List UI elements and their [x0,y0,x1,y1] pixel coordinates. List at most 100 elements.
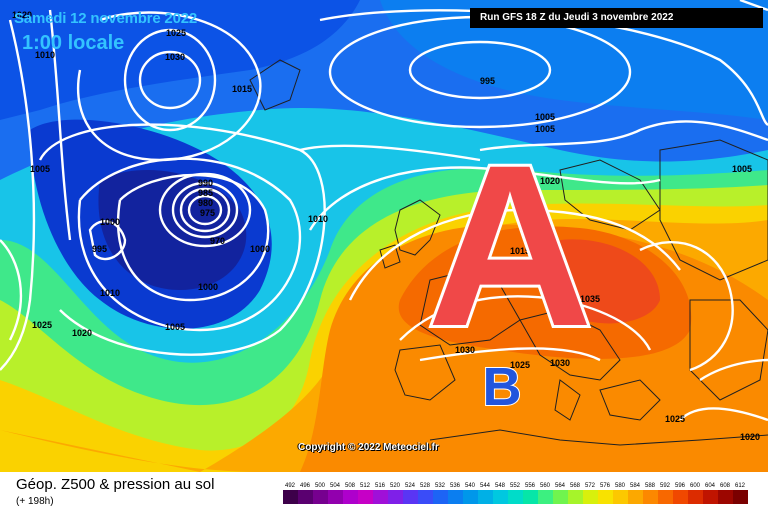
scale-label: 560 [540,483,551,489]
scale-swatch [358,490,373,504]
scale-swatch [703,490,718,504]
scale-swatch [298,490,313,504]
isobar-label: 1030 [455,345,475,355]
scale-swatch [283,490,298,504]
scale-label: 592 [660,483,671,489]
scale-label: 500 [315,483,326,489]
scale-swatch [628,490,643,504]
scale-label: 532 [435,483,446,489]
isobar-label: 1025 [665,414,685,424]
scale-swatch [553,490,568,504]
isobar-label: 995 [480,76,495,86]
isobar-label: 1000 [198,282,218,292]
isobar-label: 1020 [72,328,92,338]
scale-label: 572 [585,483,596,489]
scale-label: 556 [525,483,536,489]
scale-label: 504 [330,483,341,489]
scale-label: 604 [705,483,716,489]
isobar-label: 975 [200,208,215,218]
isobar-label: 985 [198,188,213,198]
scale-label: 584 [630,483,641,489]
scale-swatch [733,490,748,504]
isobar-label: 1010 [35,50,55,60]
scale-label: 496 [300,483,311,489]
isobar-label: 1005 [535,124,555,134]
scale-swatch [418,490,433,504]
scale-label: 588 [645,483,656,489]
isobar-label: 1005 [30,164,50,174]
run-info: Run GFS 18 Z du Jeudi 3 novembre 2022 [470,8,763,28]
scale-swatch [313,490,328,504]
weather-map: 1020 1025 1030 1010 1015 995 1005 1005 1… [0,0,768,472]
isobar-label: 1000 [100,217,120,227]
isobar-label: 1005 [165,322,185,332]
forecast-range: (+ 198h) [16,496,54,507]
scale-swatch [373,490,388,504]
scale-label: 540 [465,483,476,489]
scale-label: 544 [480,483,491,489]
scale-swatch [613,490,628,504]
scale-label: 524 [405,483,416,489]
scale-swatch [583,490,598,504]
scale-label: 512 [360,483,371,489]
isobar-label: 1030 [165,52,185,62]
isobar-label: 1010 [308,214,328,224]
isobar-label: 1000 [250,244,270,254]
isobar-label: 990 [198,178,213,188]
scale-swatch [403,490,418,504]
scale-swatch [673,490,688,504]
isobar-label: 1020 [740,432,760,442]
isobar-label: 1020 [12,10,32,20]
isobar-label: 1005 [535,112,555,122]
isobar-label: 1025 [32,320,52,330]
scale-swatch [538,490,553,504]
isobar-label: 970 [210,236,225,246]
scale-label: 548 [495,483,506,489]
scale-label: 608 [720,483,731,489]
scale-swatch [343,490,358,504]
isobar-label: 995 [92,244,107,254]
scale-swatch [643,490,658,504]
scale-swatch [388,490,403,504]
color-scale: 492 496 500 504 508 512 516 520 524 528 532 536 540 5… [283,483,748,504]
scale-swatch [523,490,538,504]
isobar-label: 1010 [100,288,120,298]
scale-label: 552 [510,483,521,489]
scale-swatch [493,490,508,504]
scale-swatch [328,490,343,504]
high-pressure-marker: A [427,117,593,374]
isobar-label: 1020 [540,176,560,186]
map-title: Géop. Z500 & pression au sol [16,476,215,493]
scale-swatch [478,490,493,504]
isobar-label: 1030 [550,358,570,368]
scale-label: 568 [570,483,581,489]
scale-swatch [508,490,523,504]
low-pressure-marker: B [483,357,522,417]
isobar-label: 1015 [232,84,252,94]
isobar-label: 1015 [510,246,530,256]
scale-swatch [658,490,673,504]
isobar-label: 1035 [580,294,600,304]
scale-swatch [598,490,613,504]
scale-label: 564 [555,483,566,489]
scale-label: 576 [600,483,611,489]
scale-swatch [688,490,703,504]
scale-swatch [568,490,583,504]
isobar-label: 1005 [732,164,752,174]
scale-label: 520 [390,483,401,489]
scale-label: 492 [285,483,296,489]
isobar-label: 980 [198,198,213,208]
scale-label: 596 [675,483,686,489]
scale-swatch [448,490,463,504]
isobar-label: 1025 [510,360,530,370]
scale-swatch [718,490,733,504]
scale-label: 508 [345,483,356,489]
scale-label: 528 [420,483,431,489]
scale-label: 612 [735,483,746,489]
isobar-label: 1025 [166,28,186,38]
scale-swatch [433,490,448,504]
scale-label: 600 [690,483,701,489]
copyright: Copyright © 2022 Meteociel.fr [298,442,439,453]
scale-label: 580 [615,483,626,489]
scale-label: 536 [450,483,461,489]
